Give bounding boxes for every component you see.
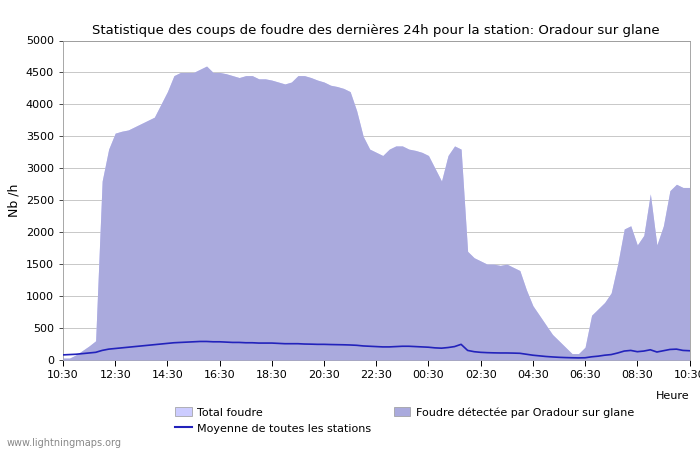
Text: www.lightningmaps.org: www.lightningmaps.org — [7, 438, 122, 448]
Legend: Total foudre, Moyenne de toutes les stations, Foudre détectée par Oradour sur gl: Total foudre, Moyenne de toutes les stat… — [175, 407, 634, 434]
Title: Statistique des coups de foudre des dernières 24h pour la station: Oradour sur g: Statistique des coups de foudre des dern… — [92, 23, 660, 36]
Text: Heure: Heure — [656, 391, 690, 401]
Y-axis label: Nb /h: Nb /h — [7, 184, 20, 217]
